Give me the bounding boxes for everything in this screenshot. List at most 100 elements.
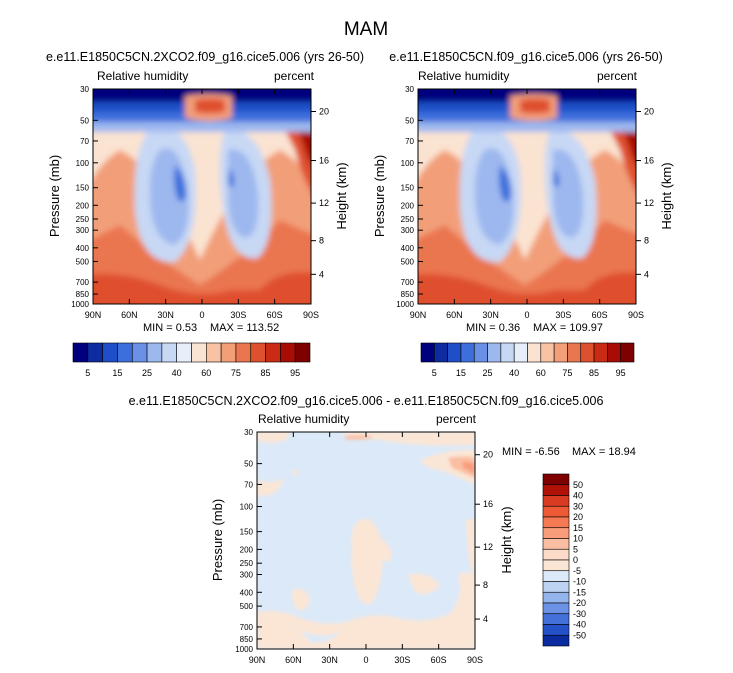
colorbar-swatch [580,342,595,363]
colorbar-swatch [513,342,528,363]
y-right-tick-label: 4 [483,614,488,624]
colorbar-swatch [620,342,635,363]
colorbar-label: 50 [573,480,583,490]
panel-control: e.e11.E1850C5CN.f09_g16.cice5.006 (yrs 2… [372,50,674,378]
variable-label: Relative humidity [258,412,349,426]
y-right-tick-label: 12 [319,198,329,208]
colorbar-swatch [593,342,608,363]
colorbar-label: 95 [616,368,626,378]
y-right-tick-label: 4 [644,269,649,279]
y-tick-label: 700 [76,278,90,287]
colorbar-label: -20 [573,598,586,608]
y-axis-label: Pressure (mb) [372,155,387,237]
colorbar-swatch [542,602,570,615]
y-axis-right-ticks: 20 16 12 8 4 [636,107,654,279]
colorbar-swatch [542,484,570,496]
x-tick-label: 30S [230,310,246,320]
colorbar-swatch [250,342,266,363]
y-tick-label: 150 [76,184,90,193]
colorbar-swatch [607,342,621,363]
colorbar-label: 30 [573,501,583,511]
y-tick-label: 850 [240,635,254,644]
y-tick-label: 150 [401,184,415,193]
y-tick-label: 400 [240,588,254,597]
colorbar-swatch [542,538,570,550]
colorbar-swatch [542,570,570,582]
contour-field [93,89,311,304]
colorbar-swatch [527,342,542,363]
x-tick-label: 60S [431,655,447,665]
x-axis-ticks: 90N 60N 30N 0 30S 60S 90S [410,89,644,320]
y-tick-label: 50 [80,116,89,125]
y-tick-label: 100 [240,503,254,512]
y-tick-label: 700 [401,278,415,287]
x-tick-label: 30N [482,310,499,320]
y-tick-label: 70 [244,480,253,489]
y-tick-label: 200 [401,201,415,210]
y-tick-label: 200 [76,201,90,210]
x-tick-label: 90N [249,655,266,665]
colorbar-swatch [102,342,118,363]
x-tick-label: 0 [199,310,204,320]
colorbar-label: 40 [172,368,182,378]
colorbar-label: -40 [573,620,586,630]
units-label: percent [436,412,477,426]
y-tick-label: 200 [240,545,254,554]
y-tick-label: 500 [240,602,254,611]
colorbar-swatch [542,495,570,507]
colorbar-swatch [434,342,448,363]
colorbar-swatch [542,613,570,625]
y-tick-label: 100 [401,159,415,168]
panel-title: e.e11.E1850C5CN.2XCO2.f09_g16.cice5.006 … [46,50,364,64]
colorbar-label: 85 [261,368,271,378]
y-axis-label: Pressure (mb) [47,155,62,237]
colorbar-label: 25 [483,368,493,378]
colorbar-swatch [487,342,502,363]
min-label: MIN = -6.56 [502,446,560,458]
colorbar-label: 75 [231,368,241,378]
colorbar-swatch [542,527,570,539]
colorbar-label: 15 [456,368,466,378]
x-tick-label: 90S [467,655,483,665]
colorbar-label: -10 [573,577,586,587]
x-tick-label: 60S [267,310,283,320]
x-axis-ticks: 90N 60N 30N 0 30S 60S 90S [85,89,319,320]
panel-difference: e.e11.E1850C5CN.2XCO2.f09_g16.cice5.006 … [129,394,636,665]
colorbar-swatch [87,342,103,363]
y-tick-label: 250 [76,215,90,224]
y-tick-label: 500 [401,258,415,267]
colorbar-swatch [235,342,252,363]
colorbar-label: 60 [536,368,546,378]
x-tick-label: 90S [628,310,644,320]
colorbar-swatch [567,342,582,363]
colorbar-swatch [540,342,555,363]
y-right-tick-label: 20 [483,450,493,460]
colorbar-swatch [542,473,570,486]
panel-2xco2: e.e11.E1850C5CN.2XCO2.f09_g16.cice5.006 … [46,50,364,378]
y-right-tick-label: 12 [644,198,654,208]
y-axis-right-label: Height (km) [334,162,349,229]
colorbar-swatch [542,559,570,572]
colorbar-swatch [220,342,237,363]
y-right-tick-label: 20 [319,107,329,117]
y-right-tick-label: 20 [644,107,654,117]
colorbar-label: 25 [142,368,152,378]
contour-field [257,432,475,649]
colorbar-swatch [146,342,163,363]
y-right-tick-label: 4 [319,269,324,279]
y-tick-label: 850 [76,290,90,299]
y-tick-label: 250 [240,559,254,568]
min-label: MIN = 0.53 [143,322,197,334]
y-tick-label: 300 [76,226,90,235]
colorbar-swatch [542,624,570,636]
x-tick-label: 30N [321,655,338,665]
y-axis-right-ticks: 20 16 12 8 4 [475,450,493,624]
colorbar-swatch [117,342,133,363]
colorbar: 5 15 25 40 60 75 85 95 [420,342,635,378]
colorbar-swatch [72,342,89,363]
colorbar-swatch [460,342,475,363]
